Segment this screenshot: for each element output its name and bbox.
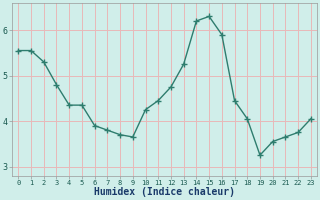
- X-axis label: Humidex (Indice chaleur): Humidex (Indice chaleur): [94, 187, 235, 197]
